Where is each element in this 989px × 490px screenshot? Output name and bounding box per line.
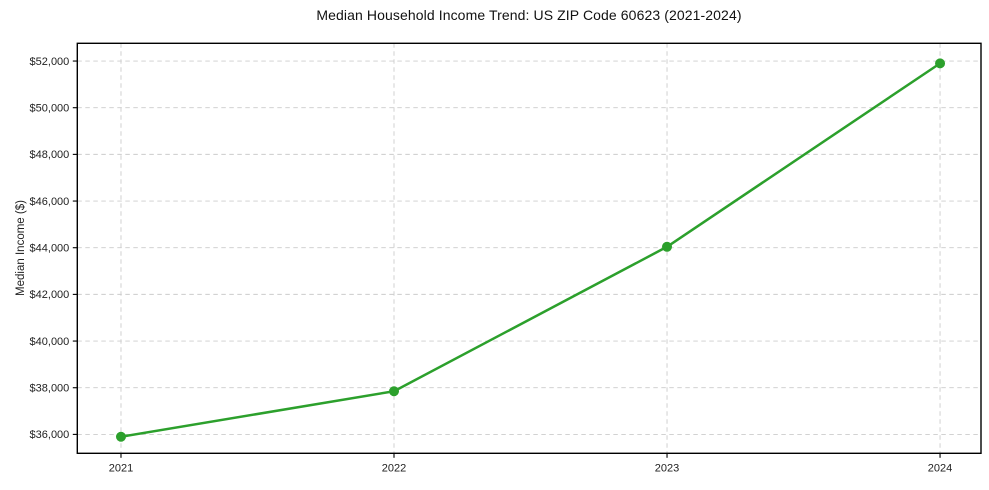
income-trend-line — [119, 62, 942, 438]
plot-border — [76, 42, 982, 454]
y-tick-label: $50,000 — [30, 103, 70, 115]
y-tick-label: $52,000 — [30, 56, 70, 68]
y-axis-label: Median Income ($) — [15, 200, 27, 296]
y-tick-label: $38,000 — [30, 383, 70, 395]
data-point-2021 — [115, 431, 126, 442]
y-tick-label: $46,000 — [30, 196, 70, 208]
y-tick-label: $42,000 — [30, 289, 70, 301]
chart-title: Median Household Income Trend: US ZIP Co… — [316, 7, 742, 23]
data-point-2024 — [935, 58, 946, 69]
y-tick-label: $44,000 — [30, 243, 70, 255]
x-tick-label: 2021 — [109, 462, 133, 474]
y-tick-label: $48,000 — [30, 149, 70, 161]
data-point-2022 — [389, 386, 400, 397]
x-tick-label: 2022 — [382, 462, 406, 474]
data-point-2023 — [662, 241, 673, 252]
x-tick-label: 2024 — [928, 462, 952, 474]
x-tick-label: 2023 — [655, 462, 679, 474]
y-tick-label: $40,000 — [30, 336, 70, 348]
y-tick-label: $36,000 — [30, 429, 70, 441]
